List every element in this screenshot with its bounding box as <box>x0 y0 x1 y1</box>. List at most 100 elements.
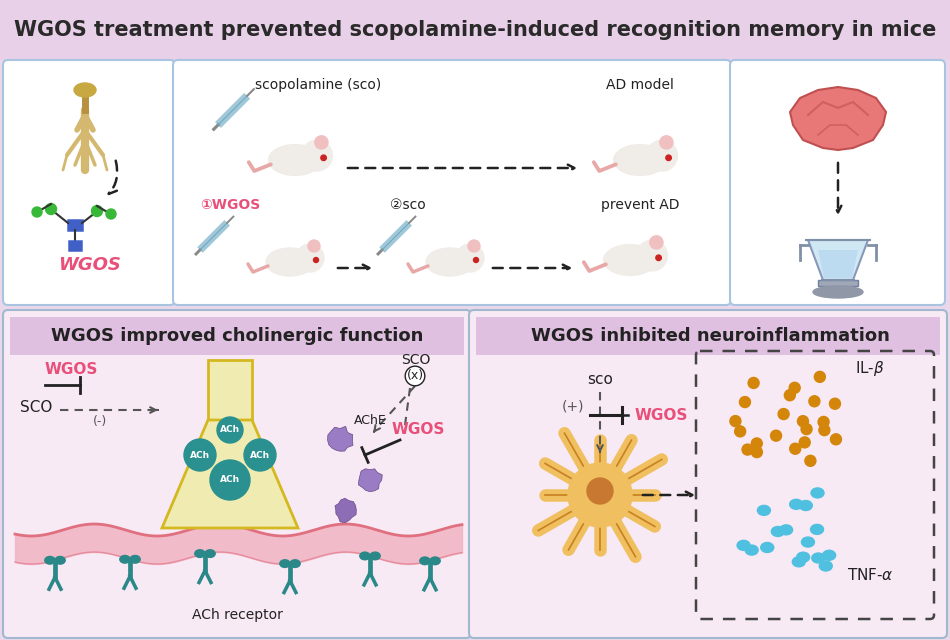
Ellipse shape <box>55 556 66 564</box>
Text: WGOS: WGOS <box>45 362 99 378</box>
Circle shape <box>770 430 782 441</box>
Text: WGOS improved cholinergic function: WGOS improved cholinergic function <box>50 327 423 345</box>
Polygon shape <box>808 240 868 280</box>
Circle shape <box>321 155 327 161</box>
Polygon shape <box>208 360 252 420</box>
Ellipse shape <box>74 83 96 97</box>
Polygon shape <box>790 87 886 150</box>
Ellipse shape <box>45 556 55 564</box>
Bar <box>476 317 940 355</box>
Text: ACh: ACh <box>250 451 270 460</box>
Ellipse shape <box>789 499 803 509</box>
Bar <box>818 280 858 286</box>
Ellipse shape <box>130 556 141 563</box>
Ellipse shape <box>280 560 290 568</box>
Circle shape <box>789 382 800 394</box>
Circle shape <box>751 438 762 449</box>
Ellipse shape <box>266 248 314 276</box>
Ellipse shape <box>370 552 380 560</box>
Text: ACh: ACh <box>190 451 210 460</box>
Circle shape <box>468 240 480 252</box>
Text: prevent AD: prevent AD <box>600 198 679 212</box>
Circle shape <box>799 437 810 448</box>
Polygon shape <box>818 250 858 278</box>
Polygon shape <box>358 468 382 492</box>
Polygon shape <box>328 426 353 451</box>
Text: ACh receptor: ACh receptor <box>192 608 282 622</box>
Circle shape <box>778 408 789 420</box>
Circle shape <box>314 136 328 149</box>
Text: WGOS: WGOS <box>391 422 445 438</box>
Circle shape <box>656 255 661 260</box>
Ellipse shape <box>205 550 216 557</box>
Circle shape <box>660 136 673 149</box>
Circle shape <box>473 257 479 262</box>
Text: TNF-$\alpha$: TNF-$\alpha$ <box>846 567 893 583</box>
Circle shape <box>308 240 320 252</box>
Ellipse shape <box>802 537 814 547</box>
Circle shape <box>829 398 841 409</box>
FancyBboxPatch shape <box>469 310 947 638</box>
Text: (+): (+) <box>561 399 584 413</box>
Circle shape <box>797 416 808 427</box>
Circle shape <box>456 244 484 272</box>
FancyBboxPatch shape <box>3 60 175 305</box>
Circle shape <box>46 204 56 214</box>
Text: ACh: ACh <box>220 476 240 484</box>
Ellipse shape <box>811 488 824 498</box>
Circle shape <box>805 455 816 467</box>
Ellipse shape <box>780 525 792 535</box>
Text: SCO: SCO <box>401 353 430 367</box>
Circle shape <box>789 444 801 454</box>
FancyBboxPatch shape <box>69 241 81 250</box>
Ellipse shape <box>771 527 785 536</box>
Text: (-): (-) <box>93 415 107 429</box>
Circle shape <box>210 460 250 500</box>
Ellipse shape <box>120 556 130 563</box>
Ellipse shape <box>420 557 430 564</box>
Ellipse shape <box>737 540 750 550</box>
Circle shape <box>647 140 677 171</box>
Ellipse shape <box>799 500 812 511</box>
Text: scopolamine (sco): scopolamine (sco) <box>255 78 381 92</box>
Ellipse shape <box>426 248 474 276</box>
Bar <box>0 0 950 60</box>
Circle shape <box>650 236 663 249</box>
Circle shape <box>808 396 820 407</box>
Circle shape <box>244 439 276 471</box>
Circle shape <box>587 478 613 504</box>
Circle shape <box>751 447 763 458</box>
Circle shape <box>830 434 842 445</box>
FancyBboxPatch shape <box>68 220 82 230</box>
Ellipse shape <box>761 543 773 552</box>
Polygon shape <box>335 499 356 523</box>
Circle shape <box>568 463 632 527</box>
Circle shape <box>734 426 746 437</box>
Text: WGOS inhibited neuroinflammation: WGOS inhibited neuroinflammation <box>530 327 889 345</box>
Ellipse shape <box>819 561 832 571</box>
Ellipse shape <box>614 145 666 175</box>
Text: ACh: ACh <box>220 426 240 435</box>
Circle shape <box>814 371 826 382</box>
Ellipse shape <box>812 553 825 563</box>
Text: WGOS treatment prevented scopolamine-induced recognition memory in mice: WGOS treatment prevented scopolamine-ind… <box>14 20 936 40</box>
Bar <box>10 317 464 355</box>
Circle shape <box>106 209 116 219</box>
Text: WGOS: WGOS <box>635 408 689 422</box>
FancyBboxPatch shape <box>3 310 471 638</box>
Text: SCO: SCO <box>20 401 52 415</box>
Ellipse shape <box>810 524 824 534</box>
Circle shape <box>314 257 318 262</box>
Circle shape <box>818 417 829 428</box>
Text: (x): (x) <box>407 369 424 383</box>
Ellipse shape <box>823 550 836 560</box>
Circle shape <box>666 155 672 161</box>
Ellipse shape <box>195 550 205 557</box>
FancyBboxPatch shape <box>173 60 731 305</box>
Text: WGOS: WGOS <box>59 256 122 274</box>
Ellipse shape <box>603 244 656 275</box>
Circle shape <box>296 244 324 272</box>
Ellipse shape <box>797 552 809 562</box>
Polygon shape <box>162 420 298 528</box>
Ellipse shape <box>745 545 758 555</box>
